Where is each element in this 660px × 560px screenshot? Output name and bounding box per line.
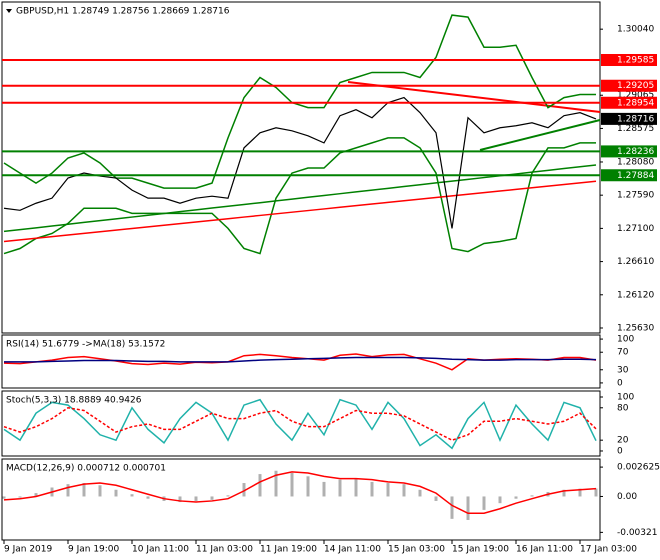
x-tick-label: 10 Jan 11:00 xyxy=(132,545,189,555)
histogram-bar xyxy=(2,496,6,499)
histogram-bar xyxy=(482,496,486,510)
histogram-bar xyxy=(434,496,438,501)
histogram-bar xyxy=(66,484,70,497)
y-tick-label: 1.26610 xyxy=(617,257,654,267)
y-tick-label: 1.28080 xyxy=(617,157,654,167)
y-tick-label: 0 xyxy=(617,446,623,456)
histogram-bar xyxy=(402,484,406,497)
histogram-bar xyxy=(370,481,374,497)
histogram-bar xyxy=(114,489,118,497)
x-tick-label: 9 Jan 2019 xyxy=(4,545,52,555)
y-tick-label: 0.00 xyxy=(617,492,637,502)
x-tick-label: 17 Jan 03:00 xyxy=(580,545,637,555)
rsi-pane xyxy=(1,334,601,389)
series-line xyxy=(3,180,597,243)
series-line xyxy=(3,137,596,255)
histogram-bar xyxy=(594,488,598,497)
histogram-bar xyxy=(418,489,422,497)
histogram-bar xyxy=(18,496,22,498)
level-tag xyxy=(601,145,657,158)
y-tick-label: 1.25630 xyxy=(617,323,654,333)
series-line xyxy=(3,398,597,450)
support-trendline xyxy=(479,119,601,151)
histogram-bar xyxy=(194,496,198,501)
x-tick-label: 11 Jan 19:00 xyxy=(260,545,317,555)
histogram-bar xyxy=(82,483,86,497)
y-tick-label: 80 xyxy=(617,403,629,413)
histogram-bar xyxy=(98,485,102,497)
series-line xyxy=(4,356,597,363)
series-line xyxy=(3,407,597,441)
price-tag xyxy=(601,112,657,125)
level-tag xyxy=(601,169,657,182)
histogram-bar xyxy=(178,496,182,503)
x-tick-label: 15 Jan 19:00 xyxy=(452,545,509,555)
histogram-bar xyxy=(274,470,278,497)
histogram-bar xyxy=(338,479,342,497)
series-line xyxy=(3,96,597,229)
series-line xyxy=(3,471,597,514)
level-label: 1.28954 xyxy=(617,98,654,108)
y-tick-label: 1.29065 xyxy=(617,91,654,101)
level-label: 1.27884 xyxy=(617,171,654,181)
level-label: 1.29585 xyxy=(617,56,654,66)
y-tick-label: 20 xyxy=(617,436,629,446)
y-tick-label: 1.27590 xyxy=(617,191,654,201)
x-tick-label: 11 Jan 03:00 xyxy=(196,545,253,555)
histogram-bar xyxy=(386,483,390,497)
pane-title: GBPUSD,H1 1.28749 1.28756 1.28669 1.2871… xyxy=(16,7,230,17)
level-tag xyxy=(601,54,657,67)
pane-title: RSI(14) 51.6779 ->MA(18) 53.1572 xyxy=(6,340,165,350)
series-line xyxy=(3,14,596,189)
histogram-bar xyxy=(130,494,134,497)
stoch-pane xyxy=(1,390,601,457)
histogram-bar xyxy=(562,489,566,497)
last-price: 1.28716 xyxy=(617,114,654,124)
y-tick-label: 1.27100 xyxy=(617,224,654,234)
x-tick-label: 14 Jan 11:00 xyxy=(324,545,381,555)
menu-arrow[interactable] xyxy=(6,9,12,13)
x-tick-label: 9 Jan 19:00 xyxy=(68,545,120,555)
level-tag xyxy=(601,79,657,92)
pane-title: MACD(12,26,9) 0.000712 0.000701 xyxy=(6,464,166,474)
y-tick-label: 1.28575 xyxy=(617,124,654,134)
histogram-bar xyxy=(258,474,262,497)
y-tick-label: 100 xyxy=(617,392,634,402)
histogram-bar xyxy=(530,495,534,497)
histogram-bar xyxy=(354,478,358,497)
y-tick-label: -0.00321 xyxy=(617,528,657,538)
histogram-bar xyxy=(498,496,502,504)
y-tick-label: 30 xyxy=(617,365,629,375)
histogram-bar xyxy=(466,496,470,520)
pane-title: Stoch(5,3,3) 18.8889 40.9426 xyxy=(6,396,142,406)
histogram-bar xyxy=(210,496,214,500)
y-tick-label: 0 xyxy=(617,378,623,388)
resistance-trendline xyxy=(347,81,601,113)
y-tick-label: 100 xyxy=(617,335,634,345)
histogram-bar xyxy=(242,483,246,497)
x-tick-label: 15 Jan 03:00 xyxy=(388,545,445,555)
histogram-bar xyxy=(322,481,326,497)
main-pane xyxy=(1,1,601,334)
histogram-bar xyxy=(578,488,582,497)
histogram-bar xyxy=(290,472,294,497)
histogram-bar xyxy=(514,496,518,499)
histogram-bar xyxy=(226,495,230,497)
histogram-bar xyxy=(306,476,310,497)
histogram-bar xyxy=(450,496,454,519)
x-tick-label: 16 Jan 11:00 xyxy=(516,545,573,555)
histogram-bar xyxy=(146,496,150,499)
histogram-bar xyxy=(34,493,38,497)
y-tick-label: 70 xyxy=(617,348,629,358)
level-label: 1.29205 xyxy=(617,81,654,91)
level-tag xyxy=(601,96,657,109)
y-tick-label: 1.26120 xyxy=(617,290,654,300)
y-tick-label: 1.30040 xyxy=(617,25,654,35)
y-tick-label: 0.002625 xyxy=(617,463,660,473)
level-label: 1.28236 xyxy=(617,147,654,157)
